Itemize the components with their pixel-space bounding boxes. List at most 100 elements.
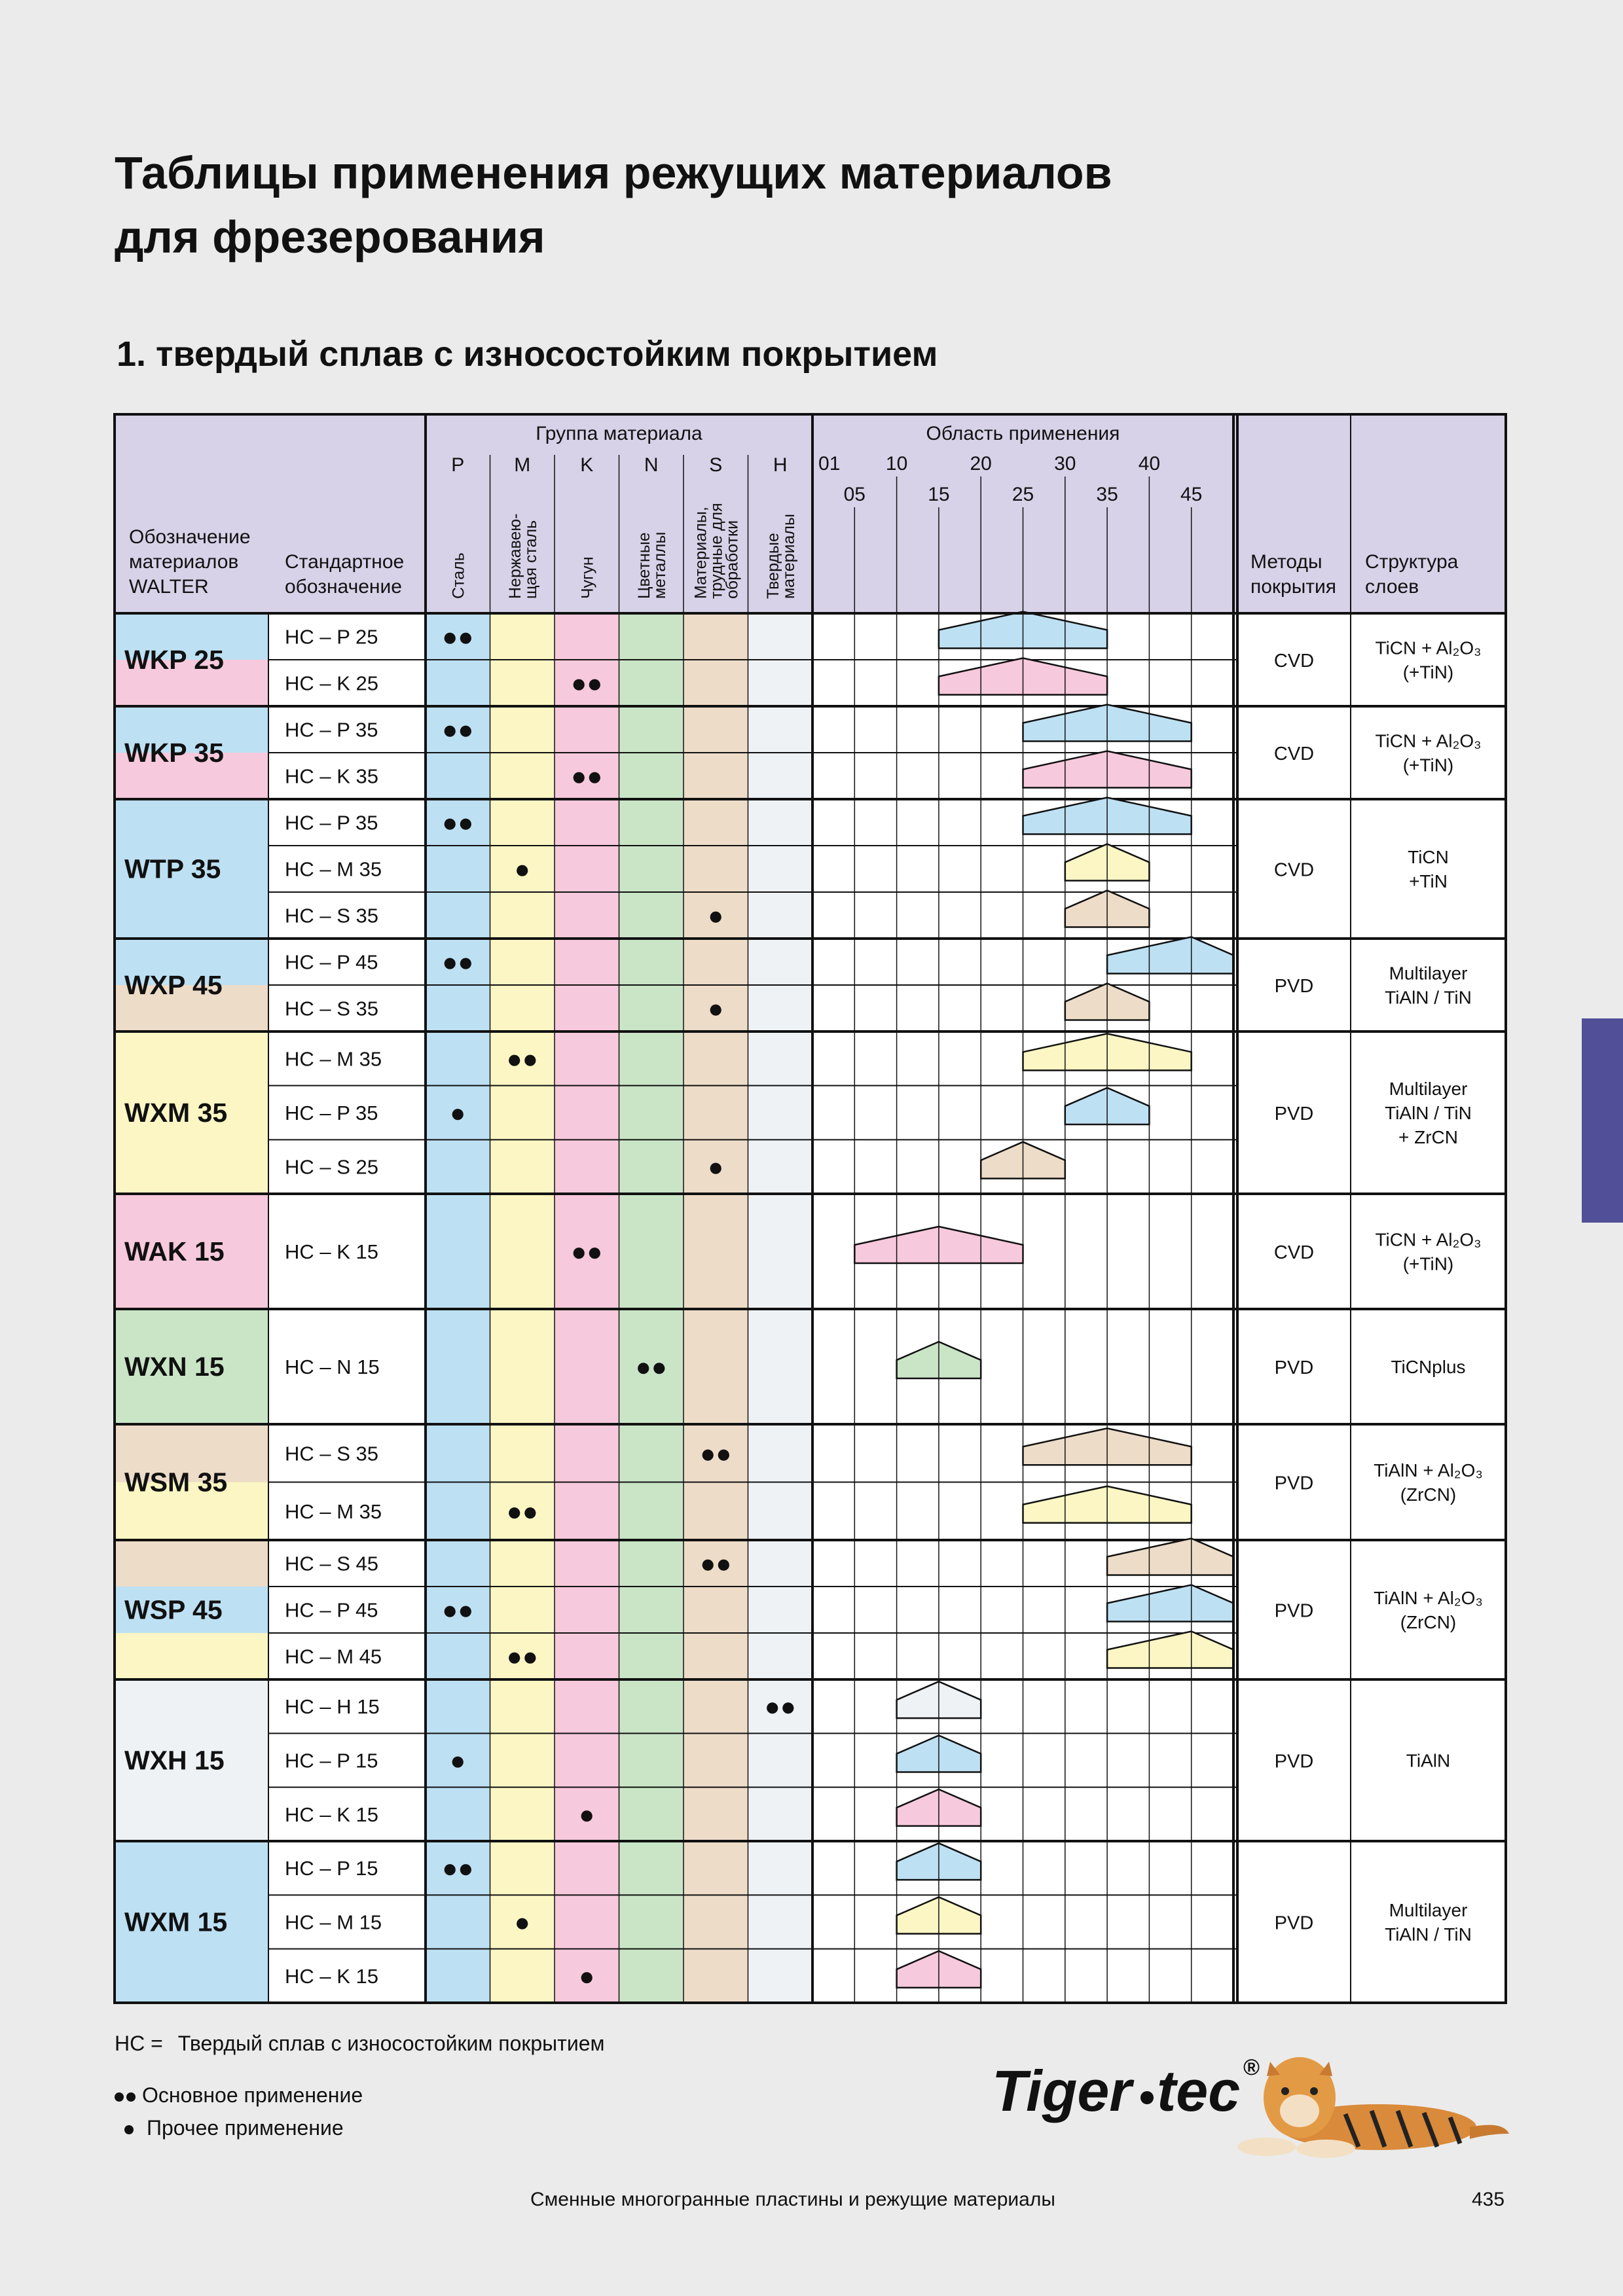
application-mark: ●● [442,716,473,745]
grade-color-band [115,1540,268,1587]
coating-method: PVD [1275,1913,1314,1934]
grade-color-band [115,1587,268,1633]
layer-structure: Multilayer [1389,1079,1468,1099]
application-mark: ● [708,902,723,931]
standard-designation: HC – M 45 [285,1645,382,1668]
header-layer-structure: слоев [1365,576,1419,598]
layer-structure: (+TiN) [1403,755,1454,776]
layer-structure: Multilayer [1389,1900,1468,1920]
scale-label-bottom: 05 [844,484,866,505]
group-letter: M [514,454,530,476]
standard-designation: HC – P 25 [285,626,378,649]
grade-name: WTP 35 [124,854,221,884]
coating-method: PVD [1275,1473,1314,1494]
coating-method: CVD [1274,1242,1314,1263]
application-mark: ●● [571,670,602,698]
coating-method: PVD [1275,1357,1314,1378]
grade-color-band [115,1482,268,1540]
application-mark: ●● [636,1353,667,1382]
dot-icon [115,2092,124,2102]
coating-method: PVD [1275,1601,1314,1622]
group-letter: P [451,454,464,476]
logo-registered: ® [1243,2055,1260,2080]
coating-method: PVD [1275,1751,1314,1772]
grade-color-band [115,1031,268,1194]
grade-name: WAK 15 [124,1236,225,1266]
layer-structure: TiAlN [1406,1751,1450,1771]
group-label: Сталь [449,552,467,599]
page-title-line1: Таблицы применения режущих материалов [115,147,1112,198]
grade-color-band [115,985,268,1031]
grade-name: WXM 15 [124,1907,227,1937]
application-mark: ● [708,1153,723,1182]
legend-hc-key: HC = [115,2032,163,2055]
logo-dot-icon [1140,2091,1154,2104]
layer-structure: +TiN [1409,871,1448,891]
standard-designation: HC – M 35 [285,858,382,881]
group-label: металлы [651,532,669,599]
group-label: материалы [780,514,798,599]
scale-label-bottom: 35 [1096,484,1118,505]
application-mark: ●● [507,1643,538,1672]
header-background [115,414,1506,613]
header-coating-methods: Методы [1250,551,1322,573]
legend-primary: Основное применение [115,2083,363,2108]
group-label: щая сталь [522,520,540,599]
footer-text: Сменные многогранные пластины и режущие … [530,2189,1055,2210]
application-mark: ●● [507,1498,538,1526]
group-label: Чугун [578,556,596,599]
application-mark: ●● [442,948,473,977]
grade-color-band [115,706,268,753]
dot-icon [126,2092,136,2102]
layer-structure: (ZrCN) [1400,1484,1457,1505]
standard-designation: HC – S 25 [285,1156,378,1179]
scale-label-top: 40 [1139,453,1160,475]
standard-designation: HC – H 15 [285,1695,380,1718]
legend-secondary: Прочее применение [115,2116,344,2140]
coating-method: PVD [1275,976,1314,997]
page-number: 435 [1472,2189,1505,2210]
layer-structure: Multilayer [1389,963,1468,984]
layer-structure: TiCN + Al₂O₃ [1375,1230,1481,1250]
legend-hc-text: Твердый сплав с износостойким покрытием [177,2032,605,2055]
grade-name: WSP 45 [124,1595,223,1625]
standard-designation: HC – N 15 [285,1355,380,1378]
standard-designation: HC – K 15 [285,1803,378,1826]
application-mark: ●● [571,1238,602,1266]
standard-designation: HC – M 35 [285,1047,382,1070]
layer-structure: TiAlN + Al₂O₃ [1374,1588,1483,1608]
standard-designation: HC – P 45 [285,951,378,974]
group-letter: H [773,454,788,476]
table-frame [113,413,1507,2004]
layer-structure: (+TiN) [1403,1254,1454,1274]
grade-name: WXP 45 [124,970,223,1000]
layer-structure: TiAlN / TiN [1385,988,1472,1008]
grade-name: WXH 15 [124,1746,225,1776]
standard-designation: HC – S 35 [285,1442,378,1465]
coating-method: CVD [1274,860,1314,881]
grade-color-band [115,1633,268,1679]
standard-designation: HC – P 15 [285,1749,378,1772]
layer-structure: TiAlN + Al₂O₃ [1374,1460,1483,1480]
header-designation: Обозначение [129,526,251,548]
group-label: Нержавею- [506,514,524,599]
group-letter: K [580,454,593,476]
application-mark: ●● [442,809,473,838]
logo-text-tiger: Tiger [992,2058,1135,2123]
legend-secondary-text: Прочее применение [147,2116,344,2140]
layer-structure: (+TiN) [1403,662,1454,683]
standard-designation: HC – P 35 [285,1102,378,1124]
grade-color-band [115,1194,268,1309]
grade-color-band [115,799,268,939]
layer-structure: TiCN [1408,847,1449,867]
chapter-side-tab[interactable] [1582,1018,1623,1223]
grade-color-band [115,660,268,706]
group-letter: S [709,454,722,476]
application-mark: ● [708,995,723,1024]
legend-primary-text: Основное применение [142,2083,363,2107]
scale-label-bottom: 45 [1180,484,1202,505]
grade-name: WKP 25 [124,645,224,675]
standard-designation: HC – S 35 [285,997,378,1020]
layer-structure: TiAlN / TiN [1385,1924,1472,1945]
application-mark: ● [515,855,530,884]
